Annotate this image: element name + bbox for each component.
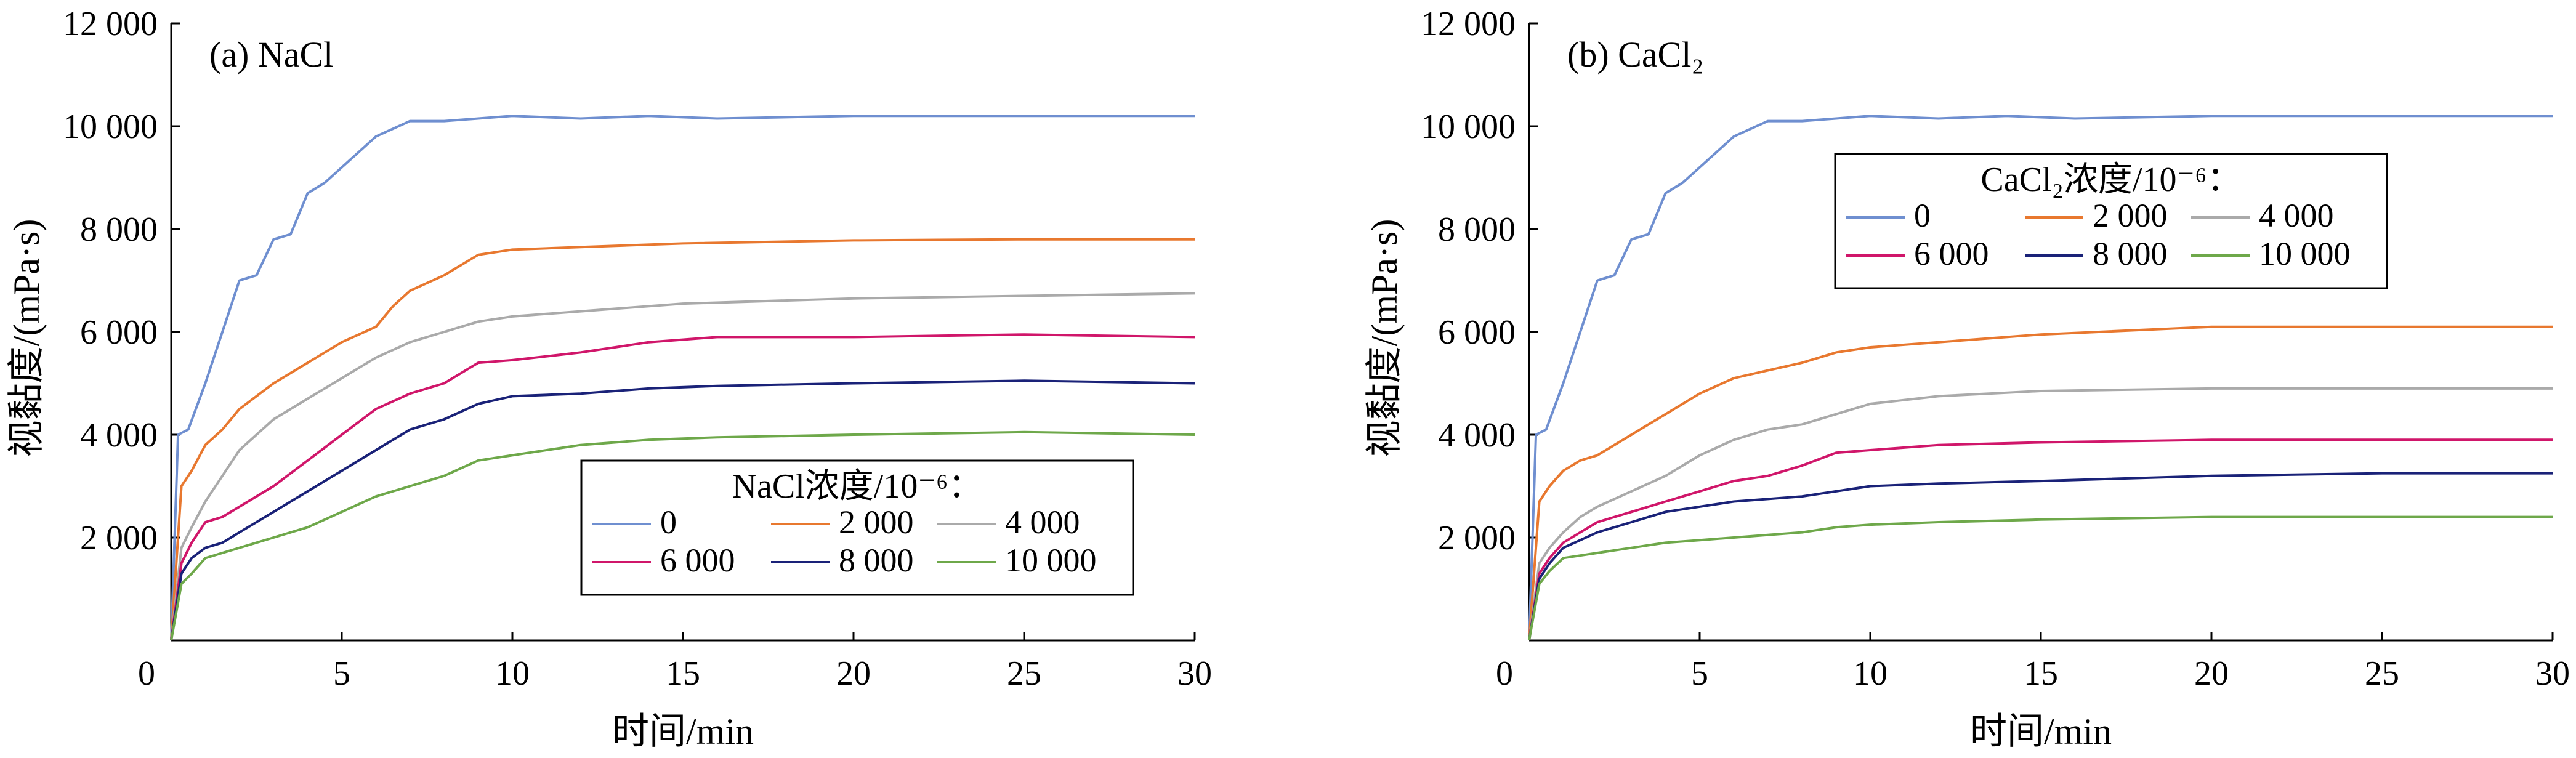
- legend-label-0: 0: [660, 504, 677, 541]
- x-tick-label: 5: [1691, 655, 1708, 693]
- y-tick-label: 6 000: [1438, 313, 1516, 352]
- series-line-1: [170, 238, 1195, 641]
- legend-label-3: 6 000: [660, 542, 735, 579]
- legend-label-2: 4 000: [1005, 504, 1080, 541]
- legend-title: CaCl₂浓度/10⁻⁶：: [1980, 161, 2241, 199]
- x-tick-label: 20: [2194, 655, 2229, 693]
- legend-label-1: 2 000: [839, 504, 914, 541]
- x-tick-label: 30: [2535, 655, 2570, 693]
- legend-label-3: 6 000: [1914, 235, 1989, 272]
- x-tick-label: 10: [1853, 655, 1888, 693]
- y-tick-label: 4 000: [80, 416, 158, 454]
- series-line-2: [170, 292, 1195, 641]
- x-tick-label: 10: [495, 655, 530, 693]
- x-tick-label: 0: [1496, 655, 1513, 693]
- x-tick-label: 30: [1177, 655, 1212, 693]
- x-tick-label: 25: [2365, 655, 2399, 693]
- legend-label-2: 4 000: [2259, 197, 2334, 234]
- x-tick-label: 0: [138, 655, 155, 693]
- panel-label: (a) NaCl: [209, 34, 333, 75]
- x-tick-label: 25: [1007, 655, 1041, 693]
- series-line-1: [1528, 325, 2553, 641]
- x-tick-label: 20: [836, 655, 871, 693]
- series-line-3: [170, 333, 1195, 641]
- panel-label: (b) CaCl₂: [1567, 34, 1704, 75]
- series-line-0: [1528, 115, 2553, 641]
- y-tick-label: 8 000: [80, 211, 158, 249]
- x-tick-label: 15: [2024, 655, 2058, 693]
- y-tick-label: 10 000: [1421, 108, 1516, 146]
- x-axis-label: 时间/min: [612, 711, 754, 752]
- y-tick-label: 2 000: [1438, 519, 1516, 557]
- y-tick-label: 8 000: [1438, 211, 1516, 249]
- y-axis-label: 视黏度/(mPa·s): [6, 219, 47, 458]
- x-tick-label: 5: [333, 655, 350, 693]
- legend-label-5: 10 000: [1005, 542, 1097, 579]
- series-line-2: [1528, 387, 2553, 641]
- series-line-3: [1528, 438, 2553, 641]
- y-tick-label: 10 000: [63, 108, 158, 146]
- y-tick-label: 4 000: [1438, 416, 1516, 454]
- legend-label-4: 8 000: [839, 542, 914, 579]
- legend-box: [580, 459, 1134, 596]
- y-tick-label: 6 000: [80, 313, 158, 352]
- legend-box: [1834, 153, 2388, 289]
- legend-label-4: 8 000: [2093, 235, 2168, 272]
- legend-label-0: 0: [1914, 197, 1931, 234]
- panel-cacl2: 2 000 4 000 6 000 8 000 10 000 12 000 0 5 10 15 20…: [1364, 5, 2570, 752]
- series-line-4: [170, 379, 1195, 641]
- y-tick-label: 2 000: [80, 519, 158, 557]
- y-tick-label: 12 000: [1421, 5, 1516, 43]
- y-axis-label: 视黏度/(mPa·s): [1364, 219, 1405, 458]
- series-line-5: [170, 430, 1195, 641]
- series-line-5: [1528, 515, 2553, 641]
- series-line-4: [1528, 472, 2553, 641]
- x-tick-label: 15: [666, 655, 700, 693]
- legend-label-1: 2 000: [2093, 197, 2168, 234]
- x-axis-label: 时间/min: [1970, 711, 2112, 752]
- panel-nacl: 2 000 4 000 6 000 8 000 10 000 12 000 0 5 10 15 20…: [6, 5, 1212, 752]
- legend-label-5: 10 000: [2259, 235, 2351, 272]
- series-line-0: [170, 115, 1195, 641]
- y-tick-label: 12 000: [63, 5, 158, 43]
- legend-title: NaCl浓度/10⁻⁶：: [732, 467, 983, 506]
